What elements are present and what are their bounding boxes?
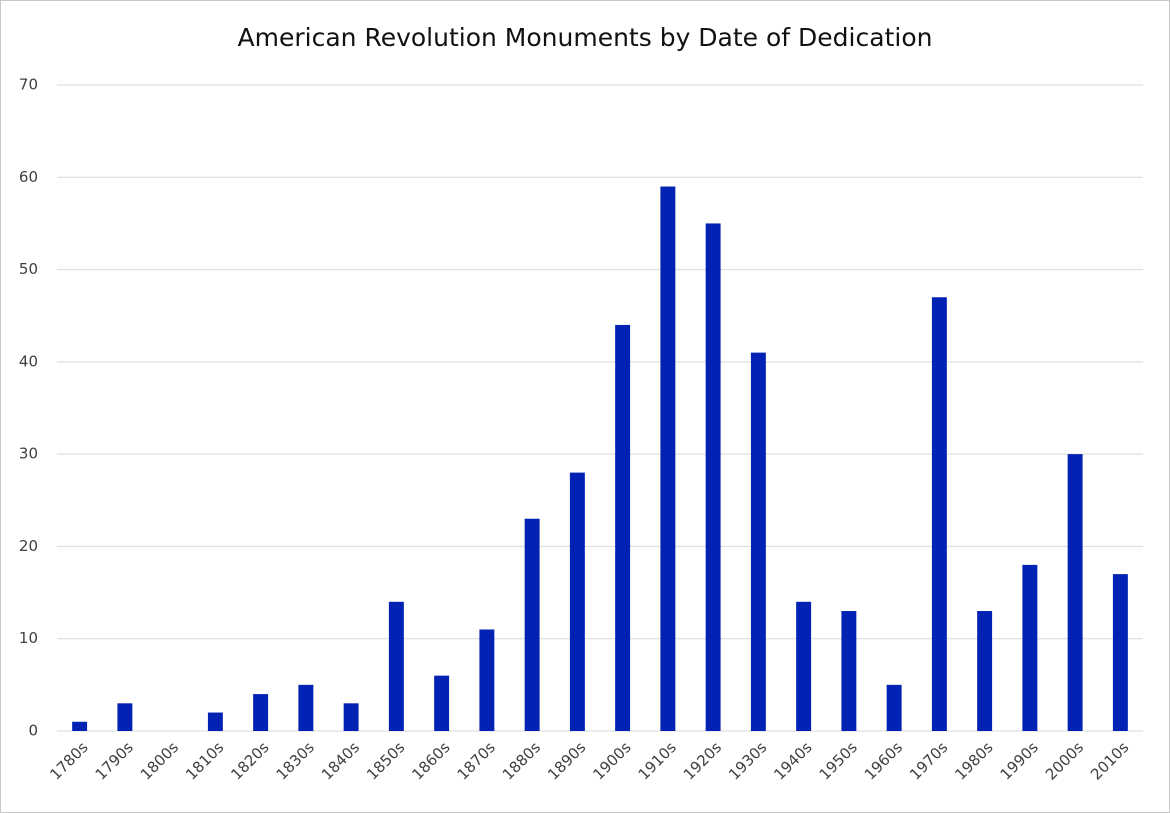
bar <box>750 352 766 731</box>
y-tick-label: 10 <box>19 629 38 647</box>
bar <box>705 223 721 731</box>
bar <box>615 324 631 731</box>
bar <box>343 703 359 731</box>
bar <box>886 684 902 731</box>
bar <box>1022 564 1038 731</box>
bar <box>434 675 450 731</box>
bar <box>253 694 269 731</box>
y-tick-label: 50 <box>19 260 38 278</box>
y-tick-label: 40 <box>19 352 38 370</box>
bar <box>207 712 223 731</box>
chart-title: American Revolution Monuments by Date of… <box>238 23 933 52</box>
bar <box>569 472 585 731</box>
bar <box>479 629 495 731</box>
bar <box>931 297 947 731</box>
y-tick-label: 70 <box>19 76 38 94</box>
bar <box>1067 454 1083 731</box>
bar <box>977 611 993 731</box>
bar <box>72 721 88 731</box>
bar <box>388 601 404 731</box>
y-tick-label: 60 <box>19 168 38 186</box>
bar <box>796 601 812 731</box>
bar <box>841 611 857 731</box>
y-tick-label: 20 <box>19 537 38 555</box>
bar <box>660 186 676 731</box>
bar <box>298 684 314 731</box>
bar <box>524 518 540 731</box>
y-tick-label: 0 <box>28 722 38 740</box>
y-tick-label: 30 <box>19 445 38 463</box>
bar <box>1112 574 1128 731</box>
bar <box>117 703 133 731</box>
